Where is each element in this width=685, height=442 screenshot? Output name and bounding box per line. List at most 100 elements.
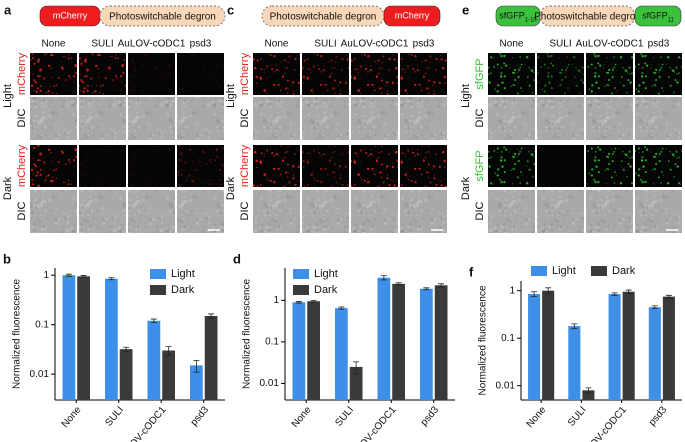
condition-label: Light xyxy=(225,84,237,108)
error-bar xyxy=(150,318,157,324)
dic-image xyxy=(351,97,398,140)
channel-label: sfGFP xyxy=(474,150,486,181)
panel-label: f xyxy=(469,264,474,279)
error-bar xyxy=(295,301,302,304)
construct-label: Photoswitchable degron xyxy=(270,11,377,22)
legend-swatch xyxy=(531,266,547,276)
fluor-signal xyxy=(79,145,126,187)
construct-label: mCherry xyxy=(53,11,88,21)
dic-image xyxy=(586,97,633,140)
y-tick-label: 0.1 xyxy=(35,319,49,330)
x-tick-label: SULI xyxy=(333,405,356,429)
column-label: None xyxy=(500,39,524,50)
dic-image xyxy=(488,190,535,233)
dic-image xyxy=(79,97,126,140)
dic-image xyxy=(351,190,398,233)
bar xyxy=(392,283,405,400)
channel-label: mCherry xyxy=(16,52,28,95)
y-tick-label: 1 xyxy=(43,270,49,281)
error-bar xyxy=(80,275,87,278)
dic-image xyxy=(30,190,77,233)
construct-label: sfGFP1-10 xyxy=(499,11,537,23)
construct-text: sfGFP xyxy=(499,11,525,21)
legend-label: Light xyxy=(314,268,338,280)
fluor-signal xyxy=(537,53,584,95)
dic-image xyxy=(400,190,447,233)
bar xyxy=(542,290,555,400)
bar xyxy=(105,278,118,400)
error-bar xyxy=(585,387,592,394)
channel-label: DIC xyxy=(239,201,251,220)
fluor-signal xyxy=(586,53,633,95)
bar xyxy=(648,307,661,400)
column-label: psd3 xyxy=(190,39,212,50)
bar xyxy=(307,301,320,400)
channel-label: DIC xyxy=(474,201,486,220)
error-bar xyxy=(531,291,538,298)
panel-label: b xyxy=(3,251,11,266)
bar xyxy=(582,390,595,400)
x-tick-label: psd3 xyxy=(419,404,442,428)
bar xyxy=(292,302,306,400)
bar xyxy=(377,277,391,400)
construct-label: sfGFP11 xyxy=(642,11,674,23)
error-bar xyxy=(193,359,200,373)
fp-box xyxy=(383,5,441,27)
legend-swatch xyxy=(591,266,607,276)
bar xyxy=(190,365,203,400)
y-tick-label: 0.1 xyxy=(265,337,279,348)
dic-image xyxy=(488,97,535,140)
error-bar xyxy=(611,292,618,296)
fluor-signal xyxy=(177,145,224,187)
x-tick-label: psd3 xyxy=(647,404,670,428)
dic-image xyxy=(30,97,77,140)
construct-text: mCherry xyxy=(53,11,88,21)
bar xyxy=(568,326,581,400)
bar xyxy=(434,285,448,400)
dic-image xyxy=(537,97,584,140)
fluor-signal xyxy=(30,53,77,95)
error-bar xyxy=(625,289,632,294)
fp-box xyxy=(634,5,682,27)
condition-label: Dark xyxy=(225,176,237,200)
bar xyxy=(204,315,218,400)
x-tick-label: None xyxy=(525,404,549,430)
x-tick-label: AuLOV-cODC1 xyxy=(347,404,399,442)
dic-image xyxy=(635,97,682,140)
panel-label: a xyxy=(4,2,12,17)
bar xyxy=(608,294,621,400)
error-bar xyxy=(380,275,387,281)
column-label: None xyxy=(42,39,66,50)
column-label: SULI xyxy=(314,39,336,50)
y-tick-label: 0.1 xyxy=(501,333,515,344)
dic-image xyxy=(177,190,224,233)
x-tick-label: None xyxy=(290,404,314,430)
degron-box xyxy=(99,5,226,27)
dic-image xyxy=(400,97,447,140)
x-tick-label: psd3 xyxy=(189,404,212,428)
fluor-signal xyxy=(635,145,682,187)
dic-image xyxy=(537,190,584,233)
channel-label: DIC xyxy=(239,108,251,127)
y-axis-label: Normalized fluorescence xyxy=(12,279,23,389)
fluor-signal xyxy=(586,145,633,187)
construct-label: mCherry xyxy=(395,11,430,21)
error-bar xyxy=(353,361,360,375)
error-bar xyxy=(338,306,345,310)
condition-label: Light xyxy=(460,84,472,108)
fluor-signal xyxy=(128,145,175,187)
y-tick-label: 0.01 xyxy=(30,369,50,380)
error-bar xyxy=(208,313,215,319)
construct-text: Photoswitchable degron xyxy=(534,11,641,22)
error-bar xyxy=(571,323,578,329)
x-tick-label: SULI xyxy=(103,405,126,429)
dic-image xyxy=(253,190,300,233)
fluor-signal xyxy=(30,145,77,187)
fluor-signal xyxy=(253,53,300,95)
column-label: AuLOV-cODC1 xyxy=(341,39,409,50)
legend-label: Dark xyxy=(314,284,338,296)
degron-box xyxy=(539,5,636,27)
channel-label: DIC xyxy=(474,108,486,127)
construct-label: Photoswitchable degron xyxy=(109,11,216,22)
